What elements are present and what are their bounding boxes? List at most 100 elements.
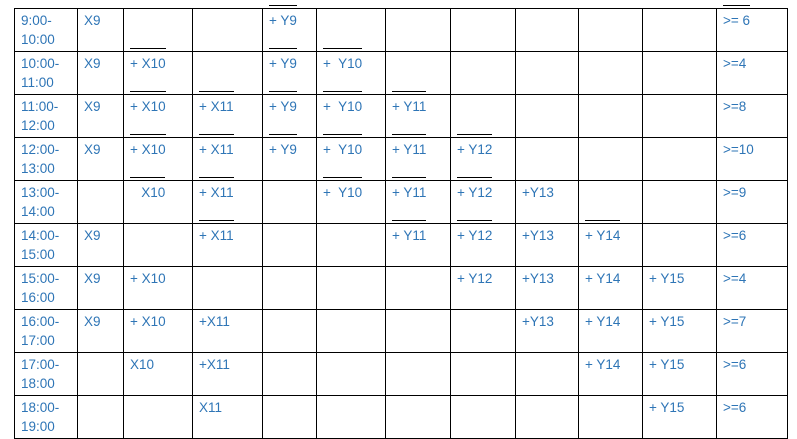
variable-cell bbox=[385, 8, 451, 52]
term: +X11 bbox=[199, 314, 230, 329]
negated-term: + X11 bbox=[199, 177, 234, 200]
table-body: 9:00- 10:00 X9 + Y9 >= 6 10:00- 11:00 X9 + X10… bbox=[14, 5, 788, 439]
variable-cell: + Y14 bbox=[578, 309, 643, 353]
negated-term: + Y10 bbox=[323, 91, 363, 114]
term: X9 bbox=[84, 13, 101, 28]
term: >=6 bbox=[723, 400, 747, 415]
time-slot-cell: 13:00- 14:00 bbox=[14, 180, 78, 224]
variable-cell: + Y14 bbox=[578, 352, 643, 396]
variable-cell bbox=[450, 94, 516, 138]
variable-cell bbox=[450, 8, 516, 52]
negated-term: + Y10 bbox=[323, 48, 363, 71]
requirement-cell: >=10 bbox=[716, 137, 788, 181]
variable-cell: + Y14 bbox=[578, 266, 643, 310]
variable-cell: +Y13 bbox=[515, 309, 579, 353]
variable-cell: + X10 bbox=[123, 91, 193, 138]
variable-cell bbox=[123, 223, 193, 267]
time-slot-cell: 16:00- 17:00 bbox=[14, 309, 78, 353]
negated-term: + Y11 bbox=[392, 177, 427, 200]
variable-cell: + Y12 bbox=[450, 134, 516, 181]
variable-cell: + X11 bbox=[192, 177, 263, 224]
variable-cell bbox=[316, 309, 386, 353]
variable-cell bbox=[450, 395, 516, 439]
term: >=10 bbox=[723, 142, 754, 157]
variable-cell bbox=[385, 266, 451, 310]
term: + Y15 bbox=[649, 271, 685, 286]
variable-cell: X10 bbox=[123, 352, 193, 396]
variable-cell bbox=[262, 352, 317, 396]
term: X9 bbox=[84, 271, 101, 286]
variable-cell: + X10 bbox=[123, 266, 193, 310]
variable-cell bbox=[642, 223, 717, 267]
variable-cell: X9 bbox=[77, 8, 124, 52]
negated-term: + X10 bbox=[130, 134, 166, 157]
variable-cell: + Y10 bbox=[316, 91, 386, 138]
negated-term: + Y11 bbox=[392, 91, 427, 114]
variable-cell bbox=[192, 8, 263, 52]
variable-cell bbox=[123, 395, 193, 439]
term: +X11 bbox=[199, 357, 230, 372]
term: + Y15 bbox=[649, 357, 685, 372]
variable-cell bbox=[450, 352, 516, 396]
variable-cell bbox=[316, 8, 386, 52]
requirement-cell: >=6 bbox=[716, 223, 788, 267]
variable-cell: + Y15 bbox=[642, 309, 717, 353]
requirement-cell: >=8 bbox=[716, 94, 788, 138]
variable-cell bbox=[77, 395, 124, 439]
negated-term: + Y9 bbox=[269, 5, 297, 28]
variable-cell: + Y12 bbox=[450, 177, 516, 224]
variable-cell bbox=[515, 137, 579, 181]
variable-cell: + Y14 bbox=[578, 220, 643, 267]
term: >=7 bbox=[723, 314, 747, 329]
variable-cell: + Y9 bbox=[262, 48, 317, 95]
variable-cell: + X10 bbox=[123, 134, 193, 181]
variable-cell bbox=[262, 180, 317, 224]
variable-cell bbox=[578, 51, 643, 95]
time-slot-cell: 12:00- 13:00 bbox=[14, 137, 78, 181]
variable-cell: X9 bbox=[77, 266, 124, 310]
requirement-cell: >=7 bbox=[716, 309, 788, 353]
term: +Y13 bbox=[522, 185, 554, 200]
term: + Y15 bbox=[649, 400, 685, 415]
time-slot-cell: 18:00- 19:00 bbox=[14, 395, 78, 439]
term: +Y13 bbox=[522, 271, 554, 286]
variable-cell bbox=[192, 51, 263, 95]
variable-cell: X11 bbox=[192, 395, 263, 439]
term: + Y15 bbox=[649, 314, 685, 329]
variable-cell bbox=[262, 223, 317, 267]
term: >=6 bbox=[723, 228, 747, 243]
requirement-cell: >= 6 bbox=[716, 5, 788, 52]
term: X9 bbox=[84, 56, 101, 71]
time-slot-cell: 9:00- 10:00 bbox=[14, 8, 78, 52]
variable-cell bbox=[515, 51, 579, 95]
variable-cell: +X11 bbox=[192, 309, 263, 353]
term: >=9 bbox=[723, 185, 747, 200]
term: +Y13 bbox=[522, 228, 554, 243]
term: + X10 bbox=[130, 314, 166, 329]
variable-cell bbox=[316, 352, 386, 396]
negated-term: + Y10 bbox=[323, 134, 363, 157]
term: X9 bbox=[84, 228, 101, 243]
term: X9 bbox=[84, 314, 101, 329]
variable-cell bbox=[77, 180, 124, 224]
table-row: 17:00- 18:00 X10 +X11 + Y14 + Y15 >=6 bbox=[14, 352, 788, 396]
negated-term: + Y12 bbox=[457, 134, 493, 157]
variable-cell: + Y15 bbox=[642, 266, 717, 310]
table-row: 10:00- 11:00 X9 + X10 + Y9 + Y10 >=4 bbox=[14, 48, 788, 95]
variable-cell bbox=[77, 352, 124, 396]
term: X9 bbox=[84, 99, 101, 114]
variable-cell bbox=[316, 223, 386, 267]
table-row: 9:00- 10:00 X9 + Y9 >= 6 bbox=[14, 5, 788, 52]
variable-cell: +Y13 bbox=[515, 180, 579, 224]
variable-cell: X9 bbox=[77, 309, 124, 353]
term: + Y14 bbox=[585, 314, 621, 329]
term: +Y13 bbox=[522, 314, 554, 329]
table-row: 16:00- 17:00 X9 + X10 +X11 +Y13 + Y14 + Y15 >=7 bbox=[14, 309, 788, 353]
negated-term: X10 bbox=[130, 177, 166, 200]
table-row: 14:00- 15:00 X9 + X11 + Y11 + Y12 +Y13 + Y14 >=… bbox=[14, 220, 788, 267]
requirement-cell: >=4 bbox=[716, 266, 788, 310]
term: X11 bbox=[199, 400, 223, 415]
negated-term: + Y12 bbox=[457, 220, 493, 243]
variable-cell bbox=[642, 180, 717, 224]
variable-cell bbox=[385, 51, 451, 95]
